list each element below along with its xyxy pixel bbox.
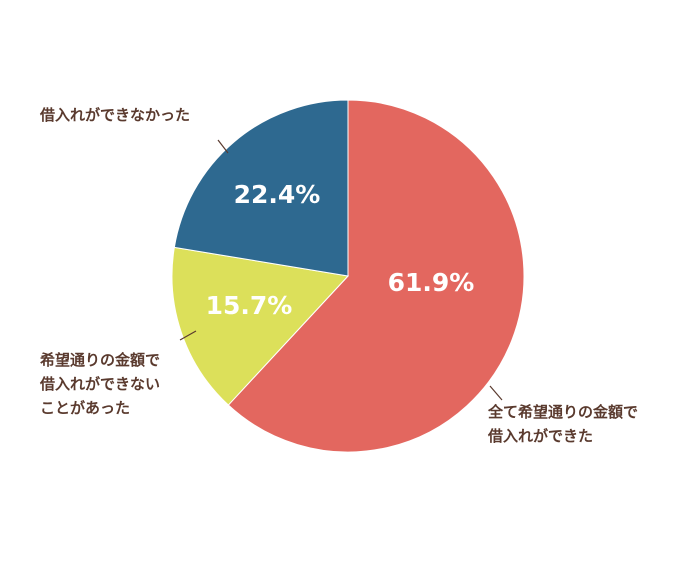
category-label: 借入れができなかった [39,106,190,124]
category-line: 希望通りの金額で [40,351,160,369]
leader-line [217,139,229,154]
category-line: ことがあった [40,399,130,417]
leader-line [489,385,503,401]
pie-slice [227,99,525,453]
value-label: 15.7% [206,291,293,320]
pie-slice [171,246,349,406]
category-line: 借入れができた [487,427,593,445]
category-line: 借入れができなかった [39,106,190,124]
category-label: 全て希望通りの金額で借入れができた [487,403,638,445]
category-line: 全て希望通りの金額で [487,403,638,421]
leader-line [179,330,197,341]
pie-slice [173,99,349,277]
value-label: 61.9% [388,268,475,297]
value-label: 22.4% [234,180,321,209]
category-label: 希望通りの金額で借入れができないことがあった [39,351,160,417]
category-line: 借入れができない [39,375,160,393]
